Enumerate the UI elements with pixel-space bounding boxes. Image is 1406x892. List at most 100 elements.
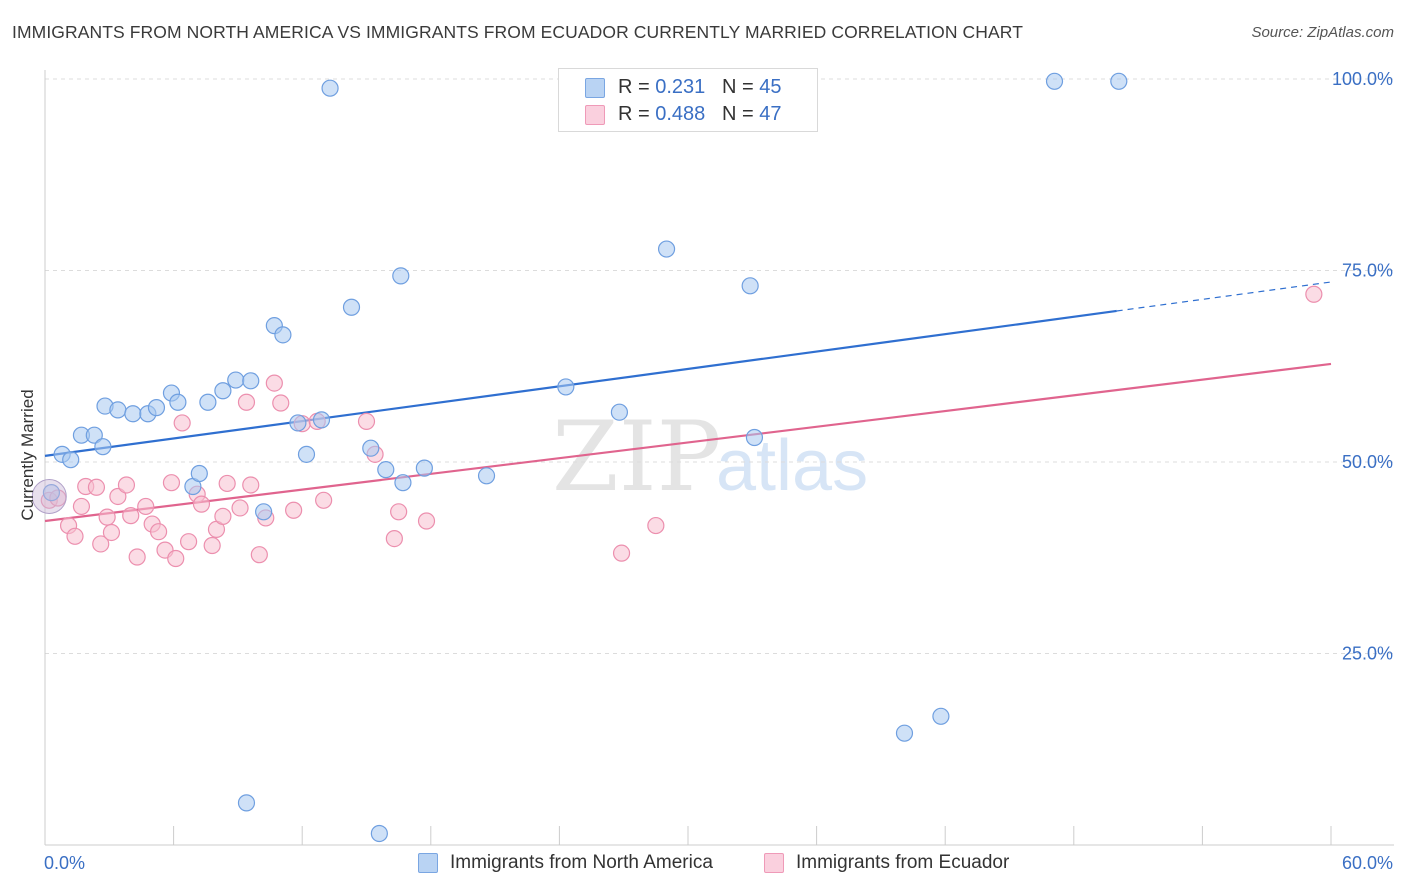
trend-lines	[44, 281, 1332, 523]
point-north-america	[85, 426, 103, 444]
point-cluster	[31, 478, 67, 514]
legend-n-label: N =	[721, 75, 760, 98]
point-north-america	[109, 401, 127, 419]
legend-label-ecuador: Immigrants from Ecuador	[796, 852, 1010, 873]
legend-swatch-pink	[585, 105, 605, 125]
x-tick-label: 60.0%	[1342, 853, 1393, 873]
point-ecuador	[250, 546, 268, 564]
point-ecuador	[417, 512, 436, 530]
point-ecuador	[92, 535, 110, 553]
point-north-america	[62, 451, 80, 469]
point-north-america	[199, 393, 217, 411]
point-ecuador	[98, 508, 116, 526]
legend-r-label: R =	[618, 102, 656, 125]
point-ecuador	[315, 491, 333, 509]
point-north-america	[312, 411, 331, 429]
point-ecuador	[66, 527, 84, 545]
point-north-america	[415, 459, 433, 477]
axes	[44, 70, 1394, 846]
legend-n-value: 45	[759, 75, 782, 98]
point-ecuador	[242, 476, 260, 494]
y-axis-label: Currently Married	[18, 389, 37, 521]
point-north-america	[321, 79, 339, 97]
point-north-america	[477, 467, 496, 485]
point-ecuador	[87, 478, 106, 496]
point-north-america	[289, 414, 307, 432]
legend-r-value: 0.488	[655, 102, 706, 125]
legend-r-label: R =	[618, 75, 656, 98]
point-north-america	[1110, 72, 1128, 90]
legend-label-north-america: Immigrants from North America	[450, 852, 713, 873]
point-ecuador	[231, 499, 249, 517]
point-north-america	[394, 474, 412, 492]
point-ecuador	[237, 393, 256, 411]
point-ecuador	[218, 474, 236, 493]
point-ecuador	[203, 536, 221, 555]
point-north-america	[42, 484, 61, 502]
source-label: Source: ZipAtlas.com	[1251, 24, 1394, 41]
trend-line-north-america-extension	[1116, 281, 1332, 312]
point-north-america	[377, 461, 395, 479]
point-ecuador	[357, 412, 376, 431]
point-north-america	[227, 371, 245, 389]
correlation-legend: R = 0.231 N = 45 R = 0.488 N = 47	[558, 68, 818, 132]
point-ecuador	[385, 529, 403, 548]
point-ecuador	[180, 533, 198, 551]
y-tick-label: 100.0%	[1332, 69, 1393, 89]
point-ecuador	[285, 501, 303, 519]
trend-line-ecuador	[44, 362, 1332, 523]
point-ecuador	[647, 516, 665, 535]
point-north-america	[342, 298, 361, 316]
point-north-america	[94, 438, 112, 456]
point-ecuador	[612, 544, 631, 562]
gridlines	[45, 78, 1394, 654]
point-ecuador	[117, 476, 136, 494]
point-ecuador	[173, 414, 191, 432]
legend-r-value: 0.231	[655, 75, 706, 98]
point-ecuador	[390, 503, 408, 521]
point-north-america	[392, 267, 410, 285]
legend-n-label: N =	[721, 102, 760, 125]
legend-item-ecuador: Immigrants from Ecuador	[764, 850, 1009, 876]
point-north-america	[190, 464, 208, 483]
point-ecuador	[167, 549, 185, 568]
point-north-america	[297, 445, 316, 463]
point-north-america	[657, 240, 676, 258]
point-north-america	[1045, 72, 1064, 90]
point-ecuador	[122, 507, 140, 525]
y-tick-label: 50.0%	[1342, 452, 1393, 472]
legend-swatch-pink	[764, 853, 784, 873]
legend-item-north-america: Immigrants from North America	[418, 850, 713, 876]
point-ecuador	[1305, 285, 1323, 303]
point-north-america	[147, 399, 166, 417]
trend-line-north-america	[44, 309, 1117, 457]
point-ecuador	[192, 495, 211, 513]
point-ecuador	[102, 523, 121, 542]
legend-swatch-blue	[418, 853, 438, 873]
point-north-america	[237, 794, 256, 812]
watermark: ZIP atlas	[552, 401, 868, 513]
point-ecuador	[149, 523, 168, 541]
watermark-zip: ZIP	[552, 401, 721, 513]
point-north-america	[124, 405, 142, 423]
point-ecuador	[109, 487, 127, 506]
point-north-america	[362, 439, 380, 457]
legend-swatch-blue	[585, 78, 605, 98]
point-ecuador	[265, 374, 283, 392]
point-ecuador	[162, 474, 181, 492]
point-ecuador	[137, 497, 155, 516]
chart-title: IMMIGRANTS FROM NORTH AMERICA VS IMMIGRA…	[12, 22, 1023, 42]
point-north-america	[745, 428, 764, 447]
point-north-america	[932, 707, 950, 725]
point-north-america	[557, 378, 575, 396]
x-tick-label: 0.0%	[44, 853, 85, 873]
point-north-america	[895, 724, 914, 742]
watermark-atlas: atlas	[716, 426, 868, 506]
legend-n-value: 47	[759, 102, 782, 125]
point-north-america	[370, 824, 388, 843]
point-north-america	[610, 403, 629, 421]
point-ecuador	[72, 497, 91, 516]
y-tick-label: 75.0%	[1342, 261, 1393, 281]
point-north-america	[274, 326, 292, 344]
